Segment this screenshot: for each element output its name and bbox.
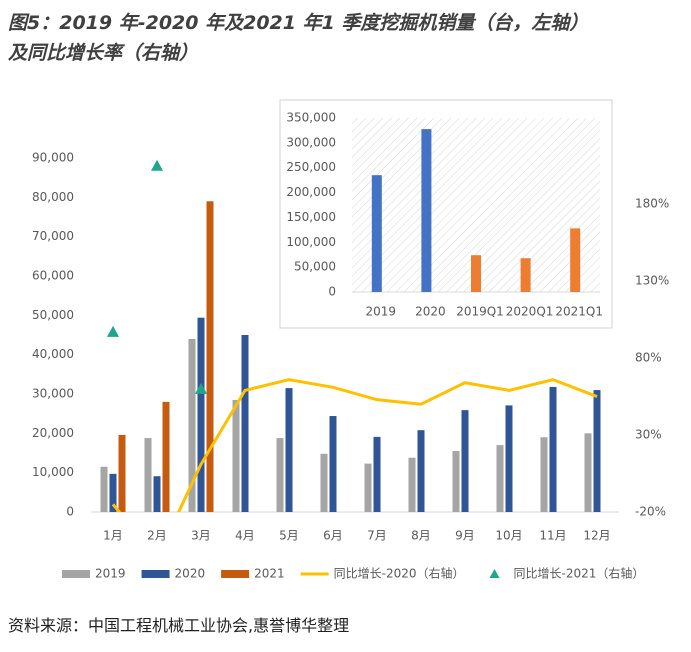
bar bbox=[364, 463, 372, 512]
bar bbox=[496, 445, 504, 512]
y-tick-label: 20,000 bbox=[32, 426, 74, 440]
y2-tick-label: 80% bbox=[635, 351, 662, 365]
inset-y-tick-label: 0 bbox=[328, 285, 336, 299]
inset-y-tick-label: 150,000 bbox=[286, 210, 336, 224]
bar bbox=[549, 386, 557, 512]
inset-chart: 0 50,000 100,000 150,000 200,000 250,000 300,0… bbox=[279, 99, 613, 329]
inset-bar bbox=[520, 258, 531, 292]
y2-tick-label: -20% bbox=[635, 505, 666, 519]
x-tick-label: 12月 bbox=[583, 529, 610, 543]
y-tick-label: 10,000 bbox=[32, 465, 74, 479]
bar bbox=[109, 473, 117, 512]
inset-y-tick-label: 300,000 bbox=[286, 135, 336, 149]
y-tick-label: 90,000 bbox=[32, 151, 74, 165]
legend-label: 同比增长-2020（右轴） bbox=[334, 566, 465, 581]
bar bbox=[188, 338, 196, 512]
y2-tick-label: 30% bbox=[635, 428, 662, 442]
x-tick-label: 3月 bbox=[191, 529, 211, 543]
bar bbox=[593, 390, 601, 512]
x-tick-label: 6月 bbox=[323, 529, 343, 543]
inset-x-tick-label: 2020Q1 bbox=[506, 305, 554, 319]
bar bbox=[162, 401, 170, 512]
inset-x-tick-label: 2021Q1 bbox=[555, 305, 603, 319]
bar bbox=[100, 466, 108, 512]
inset-y-tick-label: 100,000 bbox=[286, 235, 336, 249]
x-tick-label: 1月 bbox=[103, 529, 123, 543]
bar bbox=[206, 201, 214, 512]
bar bbox=[329, 416, 337, 512]
bar bbox=[505, 405, 513, 512]
legend: 2019 2020 2021 同比增长-2020（右轴） 同比增长-2021（右轴） bbox=[62, 566, 644, 581]
bar bbox=[320, 453, 328, 512]
x-tick-label: 4月 bbox=[235, 529, 255, 543]
legend-swatch bbox=[141, 570, 170, 578]
source: 资料来源：中国工程机械工业协会,惠誉博华整理 bbox=[8, 616, 350, 635]
bar bbox=[540, 437, 548, 512]
inset-bar bbox=[371, 175, 382, 292]
bar bbox=[144, 438, 152, 512]
inset-x-tick-label: 2020 bbox=[415, 305, 446, 319]
inset-bar bbox=[421, 129, 432, 292]
title-line: 图5：2019 年-2020 年及2021 年1 季度挖掘机销量（台，左轴） bbox=[8, 12, 589, 34]
y-tick-label: 60,000 bbox=[32, 269, 74, 283]
bar bbox=[118, 434, 126, 512]
main-chart: 0 10,000 20,000 30,000 40,000 50,000 60,000 70,… bbox=[32, 151, 669, 543]
bar bbox=[197, 317, 205, 512]
y2-tick-label: 180% bbox=[635, 197, 669, 211]
bar bbox=[276, 438, 284, 512]
scatter-point bbox=[151, 159, 163, 171]
bar bbox=[153, 476, 161, 512]
bar bbox=[417, 430, 425, 512]
x-tick-label: 11月 bbox=[539, 529, 566, 543]
x-tick-label: 5月 bbox=[279, 529, 299, 543]
legend-swatch bbox=[221, 570, 250, 578]
bar bbox=[584, 433, 592, 512]
inset-y-tick-label: 200,000 bbox=[286, 185, 336, 199]
legend-swatch bbox=[489, 569, 500, 578]
line-series bbox=[111, 378, 598, 512]
x-tick-label: 8月 bbox=[411, 529, 431, 543]
inset-y-tick-label: 250,000 bbox=[286, 160, 336, 174]
y-tick-label: 70,000 bbox=[32, 229, 74, 243]
bar bbox=[232, 399, 240, 512]
scatter-point bbox=[195, 382, 207, 394]
inset-bar bbox=[471, 255, 481, 292]
x-tick-label: 2月 bbox=[147, 529, 167, 543]
legend-label: 2021 bbox=[254, 567, 285, 581]
inset-x-tick-label: 2019 bbox=[366, 305, 397, 319]
inset-bar bbox=[570, 228, 581, 292]
legend-label: 同比增长-2021（右轴） bbox=[514, 566, 645, 581]
x-tick-label: 7月 bbox=[367, 529, 387, 543]
y2-tick-label: 130% bbox=[635, 274, 669, 288]
chart: 0 10,000 20,000 30,000 40,000 50,000 60,000 70,… bbox=[32, 99, 669, 581]
inset-x-tick-label: 2019Q1 bbox=[456, 305, 504, 319]
legend-swatch bbox=[62, 570, 90, 578]
x-tick-label: 10月 bbox=[495, 529, 522, 543]
y-tick-label: 40,000 bbox=[32, 347, 74, 361]
bar bbox=[452, 451, 460, 512]
scatter-point bbox=[107, 325, 119, 337]
bar bbox=[373, 436, 381, 512]
bar bbox=[461, 410, 469, 512]
y-tick-label: 80,000 bbox=[32, 190, 74, 204]
y-tick-label: 30,000 bbox=[32, 387, 74, 401]
bar bbox=[241, 335, 249, 512]
bar bbox=[408, 457, 416, 512]
inset-y-tick-label: 50,000 bbox=[294, 260, 336, 274]
bar bbox=[285, 388, 293, 512]
legend-label: 2019 bbox=[95, 567, 126, 581]
title-line: 及同比增长率（右轴） bbox=[8, 42, 199, 64]
y-tick-label: 0 bbox=[66, 505, 74, 519]
y-tick-label: 50,000 bbox=[32, 308, 74, 322]
x-tick-label: 9月 bbox=[455, 529, 475, 543]
legend-label: 2020 bbox=[175, 567, 206, 581]
inset-y-tick-label: 350,000 bbox=[286, 111, 336, 125]
